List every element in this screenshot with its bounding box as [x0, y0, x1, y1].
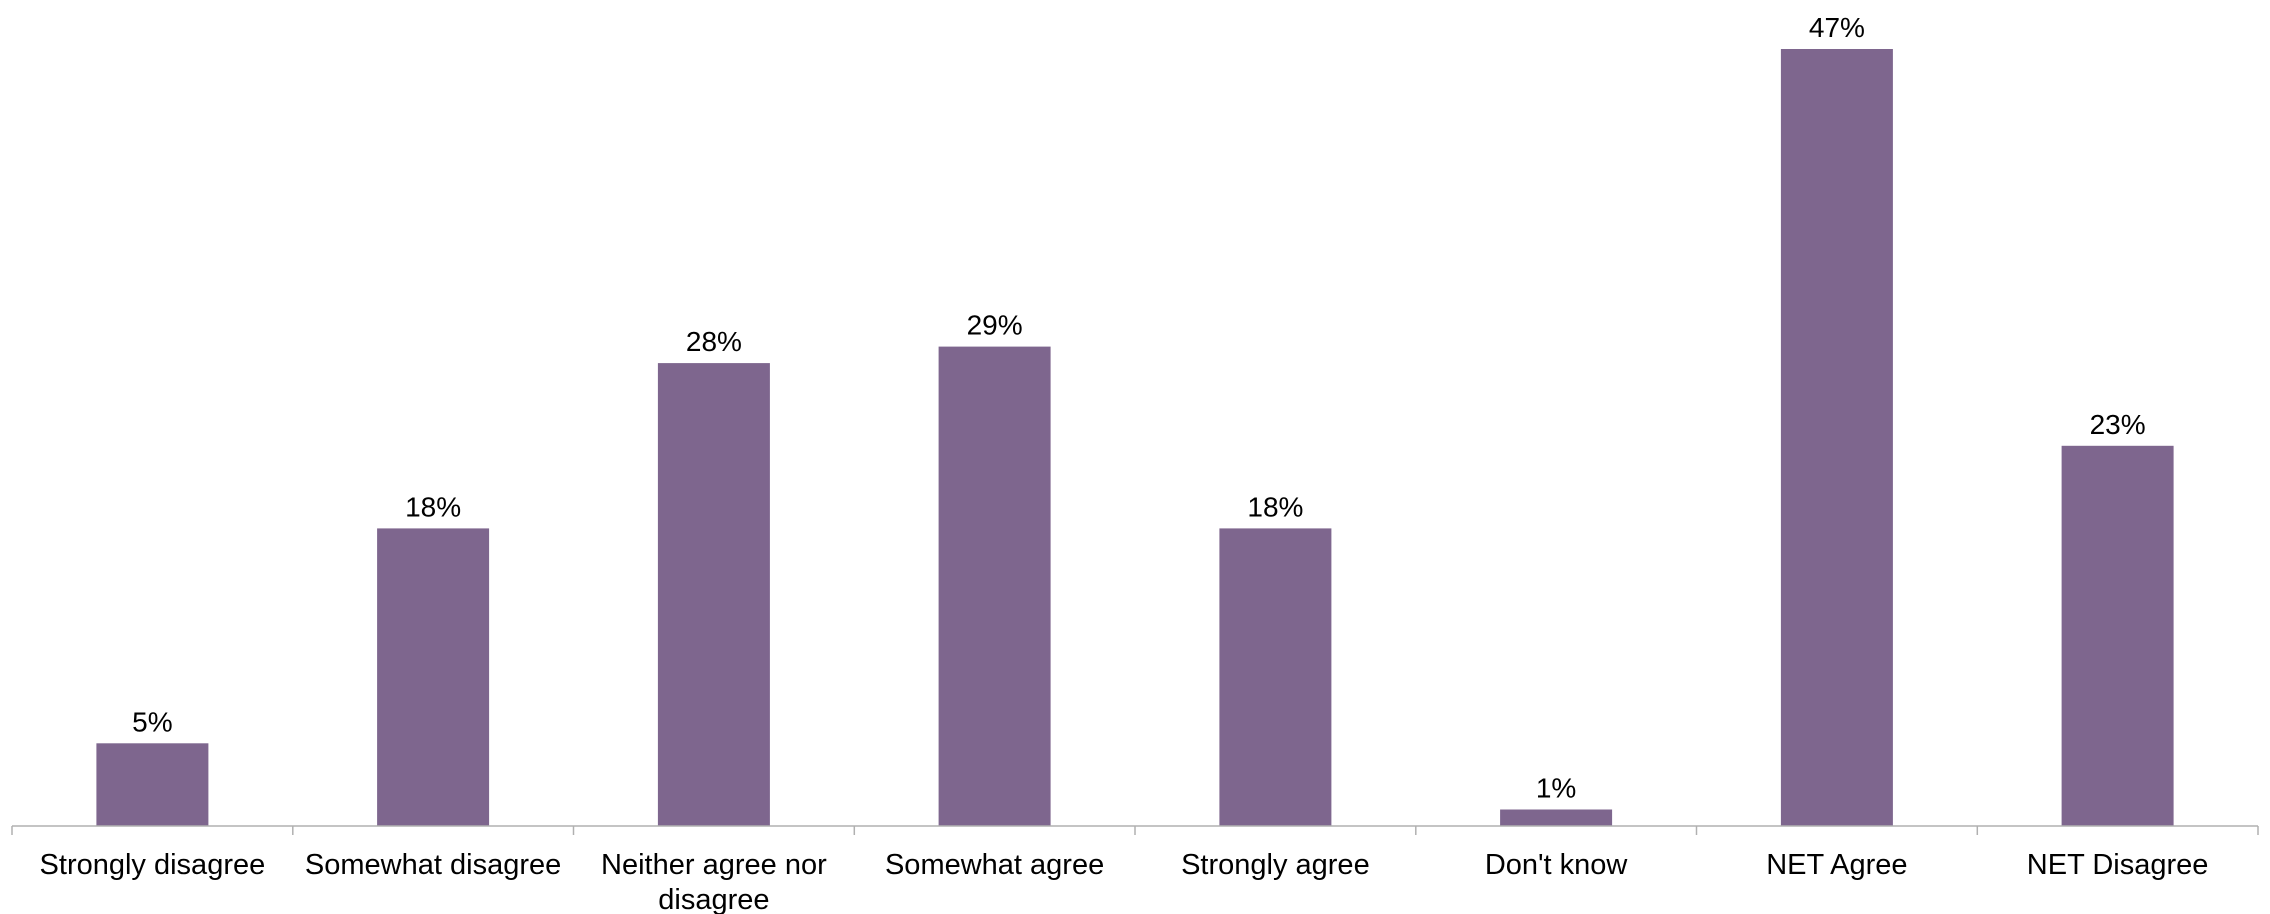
data-label: 29% [967, 310, 1023, 341]
bar [2061, 445, 2174, 826]
x-tick-label: NET Disagree [2027, 849, 2209, 881]
x-tick-label: Don't know [1485, 849, 1629, 881]
bar [1500, 809, 1613, 826]
data-label: 23% [2090, 409, 2146, 440]
bar [1219, 528, 1332, 826]
bar [96, 743, 209, 826]
x-tick-label: Strongly agree [1181, 849, 1370, 881]
x-tick-labels-group: Strongly disagree Somewhat disagree Neithe… [40, 849, 2209, 914]
data-label: 5% [132, 706, 172, 737]
data-label: 47% [1809, 12, 1865, 43]
data-label: 28% [686, 326, 742, 357]
x-tick-label: Somewhat disagree [305, 849, 561, 881]
data-label: 18% [405, 491, 461, 522]
data-label: 18% [1247, 491, 1303, 522]
bars-group [96, 49, 2174, 826]
bar [657, 363, 770, 826]
x-tick-label: Neither agree nor disagree [601, 849, 827, 914]
data-labels-group: 5% 18% 28% 29% 18% 1% 47% 23% [132, 12, 2145, 804]
bar [377, 528, 490, 826]
bar [938, 346, 1051, 826]
x-axis [11, 825, 2259, 835]
bar [1780, 49, 1893, 826]
x-tick-label: Strongly disagree [40, 849, 266, 881]
x-tick-label: NET Agree [1766, 849, 1907, 881]
x-tick-label: Somewhat agree [885, 849, 1104, 881]
data-label: 1% [1536, 773, 1576, 804]
